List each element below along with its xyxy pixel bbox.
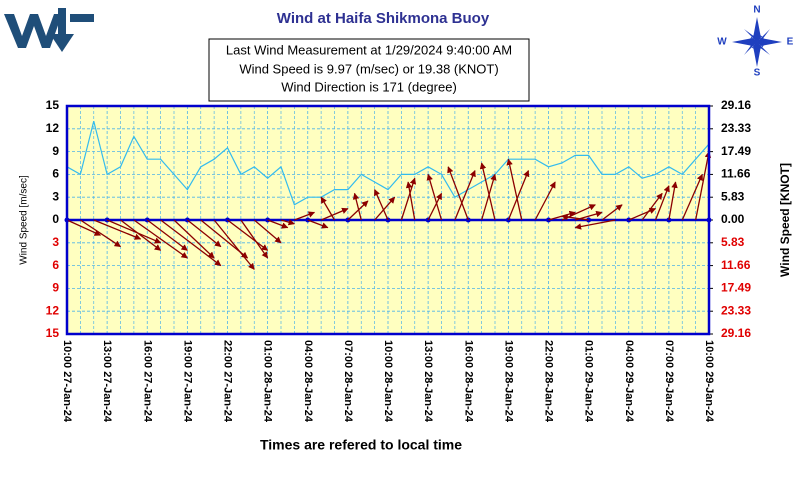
- wind-arrow: [213, 219, 255, 270]
- wind-arrow: [481, 173, 497, 221]
- wind-arrow: [479, 162, 496, 221]
- y-tick-label: 12: [46, 303, 60, 317]
- wind-arrow: [668, 181, 678, 221]
- y-tick-label: 6: [52, 167, 59, 181]
- wind-arrow: [447, 166, 469, 221]
- wind-arrow: [227, 219, 269, 251]
- wind-arrow: [146, 219, 188, 251]
- wind-arrow: [534, 181, 556, 221]
- logo: [4, 8, 94, 52]
- y2-tick-label: 11.66: [721, 258, 751, 272]
- wind-arrow: [400, 177, 417, 221]
- compass-label: S: [754, 68, 761, 79]
- chart-title: Wind at Haifa Shikmona Buoy: [277, 10, 490, 27]
- y2-tick-label: 29.16: [721, 98, 751, 112]
- x-tick-label: 10:00 27-Jan-24: [61, 340, 73, 423]
- wind-arrow: [186, 219, 222, 248]
- x-tick-label: 07:00 29-Jan-24: [663, 340, 675, 423]
- wind-arrow: [654, 185, 670, 221]
- y2-tick-label: 29.16: [721, 326, 751, 340]
- x-tick-label: 16:00 28-Jan-24: [462, 340, 474, 423]
- wind-arrow: [628, 207, 657, 221]
- y2-tick-label: 5.83: [721, 235, 745, 249]
- info-line: Wind Direction is 171 (degree): [281, 79, 457, 94]
- wind-arrow: [507, 169, 530, 221]
- x-tick-label: 07:00 28-Jan-24: [342, 340, 354, 423]
- wind-arrow: [427, 192, 443, 221]
- wind-arrow: [173, 219, 215, 259]
- wind-arrow: [641, 192, 663, 221]
- y-tick-label: 9: [52, 281, 59, 295]
- x-tick-label: 01:00 29-Jan-24: [583, 340, 595, 423]
- wind-arrow: [267, 219, 289, 229]
- wind-arrow: [601, 204, 623, 221]
- wind-arrow: [405, 181, 416, 221]
- info-box: [208, 38, 530, 102]
- info-line: Wind Speed is 9.97 (m/sec) or 19.38 (KNO…: [239, 61, 498, 76]
- y2-tick-label: 5.83: [721, 189, 745, 203]
- compass-label: N: [753, 5, 760, 16]
- x-tick-label: 04:00 28-Jan-24: [302, 340, 314, 423]
- wind-arrow: [374, 189, 389, 221]
- y-tick-label: 6: [52, 258, 59, 272]
- y2-tick-label: 23.33: [721, 303, 751, 317]
- y-axis-label: Wind Speed [m/sec]: [19, 175, 30, 265]
- x-tick-label: 13:00 27-Jan-24: [101, 340, 113, 423]
- y-tick-label: 9: [52, 144, 59, 158]
- y2-tick-label: 11.66: [721, 167, 751, 181]
- x-tick-label: 16:00 27-Jan-24: [141, 340, 153, 423]
- wind-arrow: [320, 207, 349, 221]
- wind-arrow: [307, 219, 329, 229]
- x-tick-label: 19:00 28-Jan-24: [502, 340, 514, 423]
- plot-border: [65, 104, 711, 336]
- wind-arrow: [694, 150, 712, 221]
- y-tick-label: 15: [46, 98, 60, 112]
- y-tick-label: 15: [46, 326, 60, 340]
- x-tick-label: 22:00 28-Jan-24: [543, 340, 555, 423]
- compass-label: W: [717, 37, 727, 48]
- y2-tick-label: 0.00: [721, 212, 745, 226]
- wind-arrow: [294, 211, 316, 221]
- info-line: Last Wind Measurement at 1/29/2024 9:40:…: [226, 42, 512, 57]
- wind-arrow: [506, 158, 523, 221]
- x-axis-label: Times are refered to local time: [260, 437, 462, 453]
- wind-arrow: [280, 219, 296, 226]
- wind-arrow: [374, 196, 396, 221]
- x-tick-label: 22:00 27-Jan-24: [222, 340, 234, 423]
- compass: [732, 17, 782, 67]
- x-tick-label: 19:00 27-Jan-24: [181, 340, 193, 423]
- y-tick-label: 3: [52, 189, 59, 203]
- wind-arrow: [66, 219, 102, 236]
- y-tick-label: 3: [52, 235, 59, 249]
- wind-arrow: [133, 219, 188, 259]
- wind-arrow: [574, 219, 616, 230]
- x-tick-label: 13:00 28-Jan-24: [422, 340, 434, 423]
- wind-arrow: [240, 219, 269, 259]
- wind-arrow: [454, 169, 476, 221]
- x-tick-label: 10:00 29-Jan-24: [703, 340, 715, 423]
- x-tick-label: 10:00 28-Jan-24: [382, 340, 394, 423]
- wind-arrow: [106, 219, 162, 244]
- y-tick-label: 12: [46, 121, 60, 135]
- x-tick-label: 01:00 28-Jan-24: [262, 340, 274, 423]
- wind-arrow: [120, 219, 162, 251]
- y2-tick-label: 17.49: [721, 281, 751, 295]
- speed-line: [66, 121, 710, 206]
- wind-arrow: [681, 173, 703, 221]
- wind-arrow: [93, 219, 142, 240]
- wind-arrow: [561, 213, 589, 221]
- y2-tick-label: 23.33: [721, 121, 751, 135]
- wind-arrow: [320, 196, 336, 221]
- wind-arrow: [253, 219, 282, 244]
- y2-tick-label: 17.49: [721, 144, 751, 158]
- compass-label: E: [787, 37, 794, 48]
- x-tick-label: 04:00 29-Jan-24: [623, 340, 635, 423]
- wind-arrow: [347, 200, 369, 221]
- wind-arrow: [352, 192, 362, 221]
- wind-arrow: [426, 173, 443, 221]
- wind-arrow: [80, 219, 122, 248]
- y-tick-label: 0: [52, 212, 59, 226]
- y2-axis-label: Wind Speed [KNOT]: [778, 163, 792, 277]
